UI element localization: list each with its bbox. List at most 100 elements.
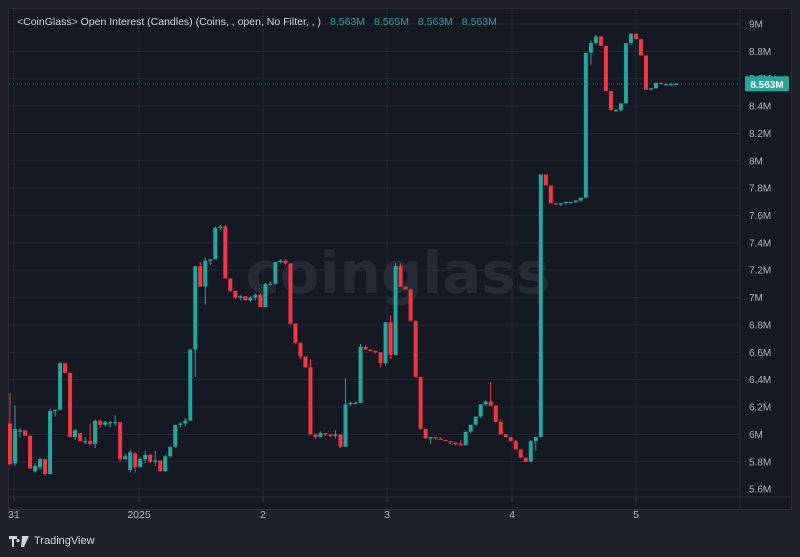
watermark: coinglass (246, 239, 551, 307)
candle (373, 350, 378, 353)
candle (583, 52, 588, 198)
y-axis-label: 6.4M (749, 375, 771, 386)
candle (648, 88, 653, 90)
candle (453, 442, 458, 444)
candle (183, 420, 188, 424)
candle (88, 441, 93, 444)
candle (623, 43, 628, 104)
candle (298, 342, 303, 357)
candle (153, 460, 158, 462)
y-axis-label: 8.4M (749, 102, 771, 113)
candle (248, 297, 253, 301)
candle (513, 441, 518, 450)
candle (278, 260, 283, 263)
candle (128, 452, 133, 470)
candle (303, 356, 308, 368)
y-axis-label: 7.8M (749, 184, 771, 195)
candle (543, 174, 548, 186)
candle (674, 83, 678, 85)
candle (78, 433, 83, 442)
candle (558, 203, 563, 205)
candle (233, 290, 238, 298)
candle (58, 363, 63, 410)
y-axis-label: 7.6M (749, 211, 771, 222)
candle (508, 437, 513, 442)
candle (293, 323, 298, 343)
tradingview-branding[interactable]: TradingView (9, 535, 95, 547)
candle (103, 422, 108, 425)
candle (603, 45, 608, 92)
chart-legend: <CoinGlass> Open Interest (Candles) (Coi… (17, 16, 497, 28)
candle (573, 200, 578, 202)
y-axis-label: 6.8M (749, 320, 771, 331)
candle (93, 420, 98, 444)
y-axis-label: 6.2M (749, 403, 771, 414)
candle (498, 422, 503, 435)
candle (323, 433, 328, 435)
legend-close: 8.563M (461, 16, 497, 28)
candles (8, 33, 678, 476)
candle (308, 367, 313, 435)
x-axis-label: 5 (633, 509, 639, 521)
candle (433, 437, 438, 439)
tradingview-label: TradingView (34, 535, 95, 547)
candle (188, 349, 193, 421)
candle (393, 266, 398, 356)
candle (438, 438, 443, 440)
candle (158, 460, 163, 472)
candle (353, 402, 358, 405)
candle (588, 43, 593, 53)
candle (68, 372, 73, 438)
y-axis-label: 7.2M (749, 266, 771, 277)
candle (258, 294, 263, 308)
candle (143, 454, 148, 460)
candle (633, 33, 638, 40)
candle (193, 266, 198, 350)
candle (523, 457, 528, 462)
candle (313, 434, 318, 438)
candle (28, 435, 33, 469)
candle (223, 226, 228, 279)
candle (208, 259, 213, 261)
candle (33, 465, 38, 472)
candle (283, 260, 288, 264)
candle (23, 430, 28, 436)
candle (643, 55, 648, 90)
candle (43, 459, 48, 475)
x-axis-label: 2025 (127, 509, 151, 521)
candle (318, 433, 323, 438)
tradingview-logo-icon (9, 535, 29, 547)
candle (503, 434, 508, 438)
candle (618, 103, 623, 111)
candle (168, 446, 173, 457)
candle (288, 263, 293, 324)
candle (638, 39, 643, 56)
legend-high: 8.565M (373, 16, 409, 28)
candle (133, 453, 138, 468)
candle (48, 411, 53, 475)
candle (478, 404, 483, 417)
candle (73, 430, 78, 438)
y-axis-label: 8.2M (749, 129, 771, 140)
candle (418, 376, 423, 429)
candle (423, 428, 428, 439)
candle (378, 352, 383, 364)
y-axis-label: 5.6M (749, 485, 771, 496)
candle (108, 422, 113, 424)
candle (553, 203, 558, 205)
price-badge-label: 8.563M (750, 80, 783, 91)
candle (408, 289, 413, 321)
candle (13, 428, 18, 464)
candle (528, 441, 533, 462)
candle (273, 262, 278, 284)
candle (198, 266, 203, 287)
candle (473, 416, 478, 425)
candle (663, 84, 668, 86)
candle (668, 84, 673, 86)
candle (338, 434, 343, 447)
candle (608, 91, 613, 111)
candle (228, 278, 233, 291)
candle (123, 456, 128, 460)
legend-title: <CoinGlass> Open Interest (Candles) (Coi… (17, 16, 322, 28)
